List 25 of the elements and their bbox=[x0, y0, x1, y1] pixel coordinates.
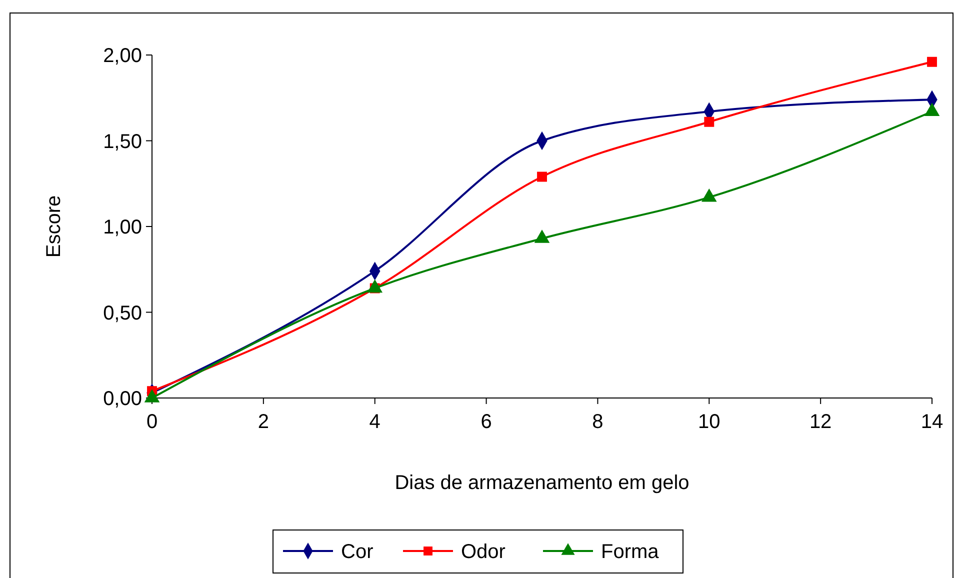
x-tick-label: 14 bbox=[920, 411, 944, 433]
y-tick-label: 2,00 bbox=[103, 45, 142, 67]
x-tick-label: 10 bbox=[698, 411, 720, 433]
point bbox=[534, 230, 550, 243]
y-tick-label: 0,00 bbox=[103, 388, 142, 410]
point bbox=[537, 172, 547, 182]
point bbox=[927, 56, 937, 67]
point bbox=[702, 188, 716, 202]
legend-label: Odor bbox=[461, 541, 506, 563]
x-tick-label: 6 bbox=[480, 411, 492, 433]
x-axis-title: Dias de armazenamento em gelo bbox=[394, 472, 690, 494]
point bbox=[144, 390, 160, 402]
y-tick-label: 1,00 bbox=[103, 216, 142, 238]
y-tick-label: 1,50 bbox=[103, 130, 142, 153]
x-tick-label: 2 bbox=[258, 411, 269, 433]
x-tick-label: 8 bbox=[592, 411, 604, 433]
y-tick-label: 0,50 bbox=[103, 302, 142, 324]
legend-label: Cor bbox=[341, 541, 374, 563]
y-axis-title: Escore bbox=[43, 195, 65, 258]
x-tick-label: 12 bbox=[809, 411, 832, 433]
point bbox=[368, 280, 382, 293]
point bbox=[704, 116, 714, 127]
x-tick-label: 4 bbox=[369, 411, 380, 433]
x-tick-label: 0 bbox=[146, 411, 158, 433]
legend-label: Forma bbox=[601, 541, 660, 563]
